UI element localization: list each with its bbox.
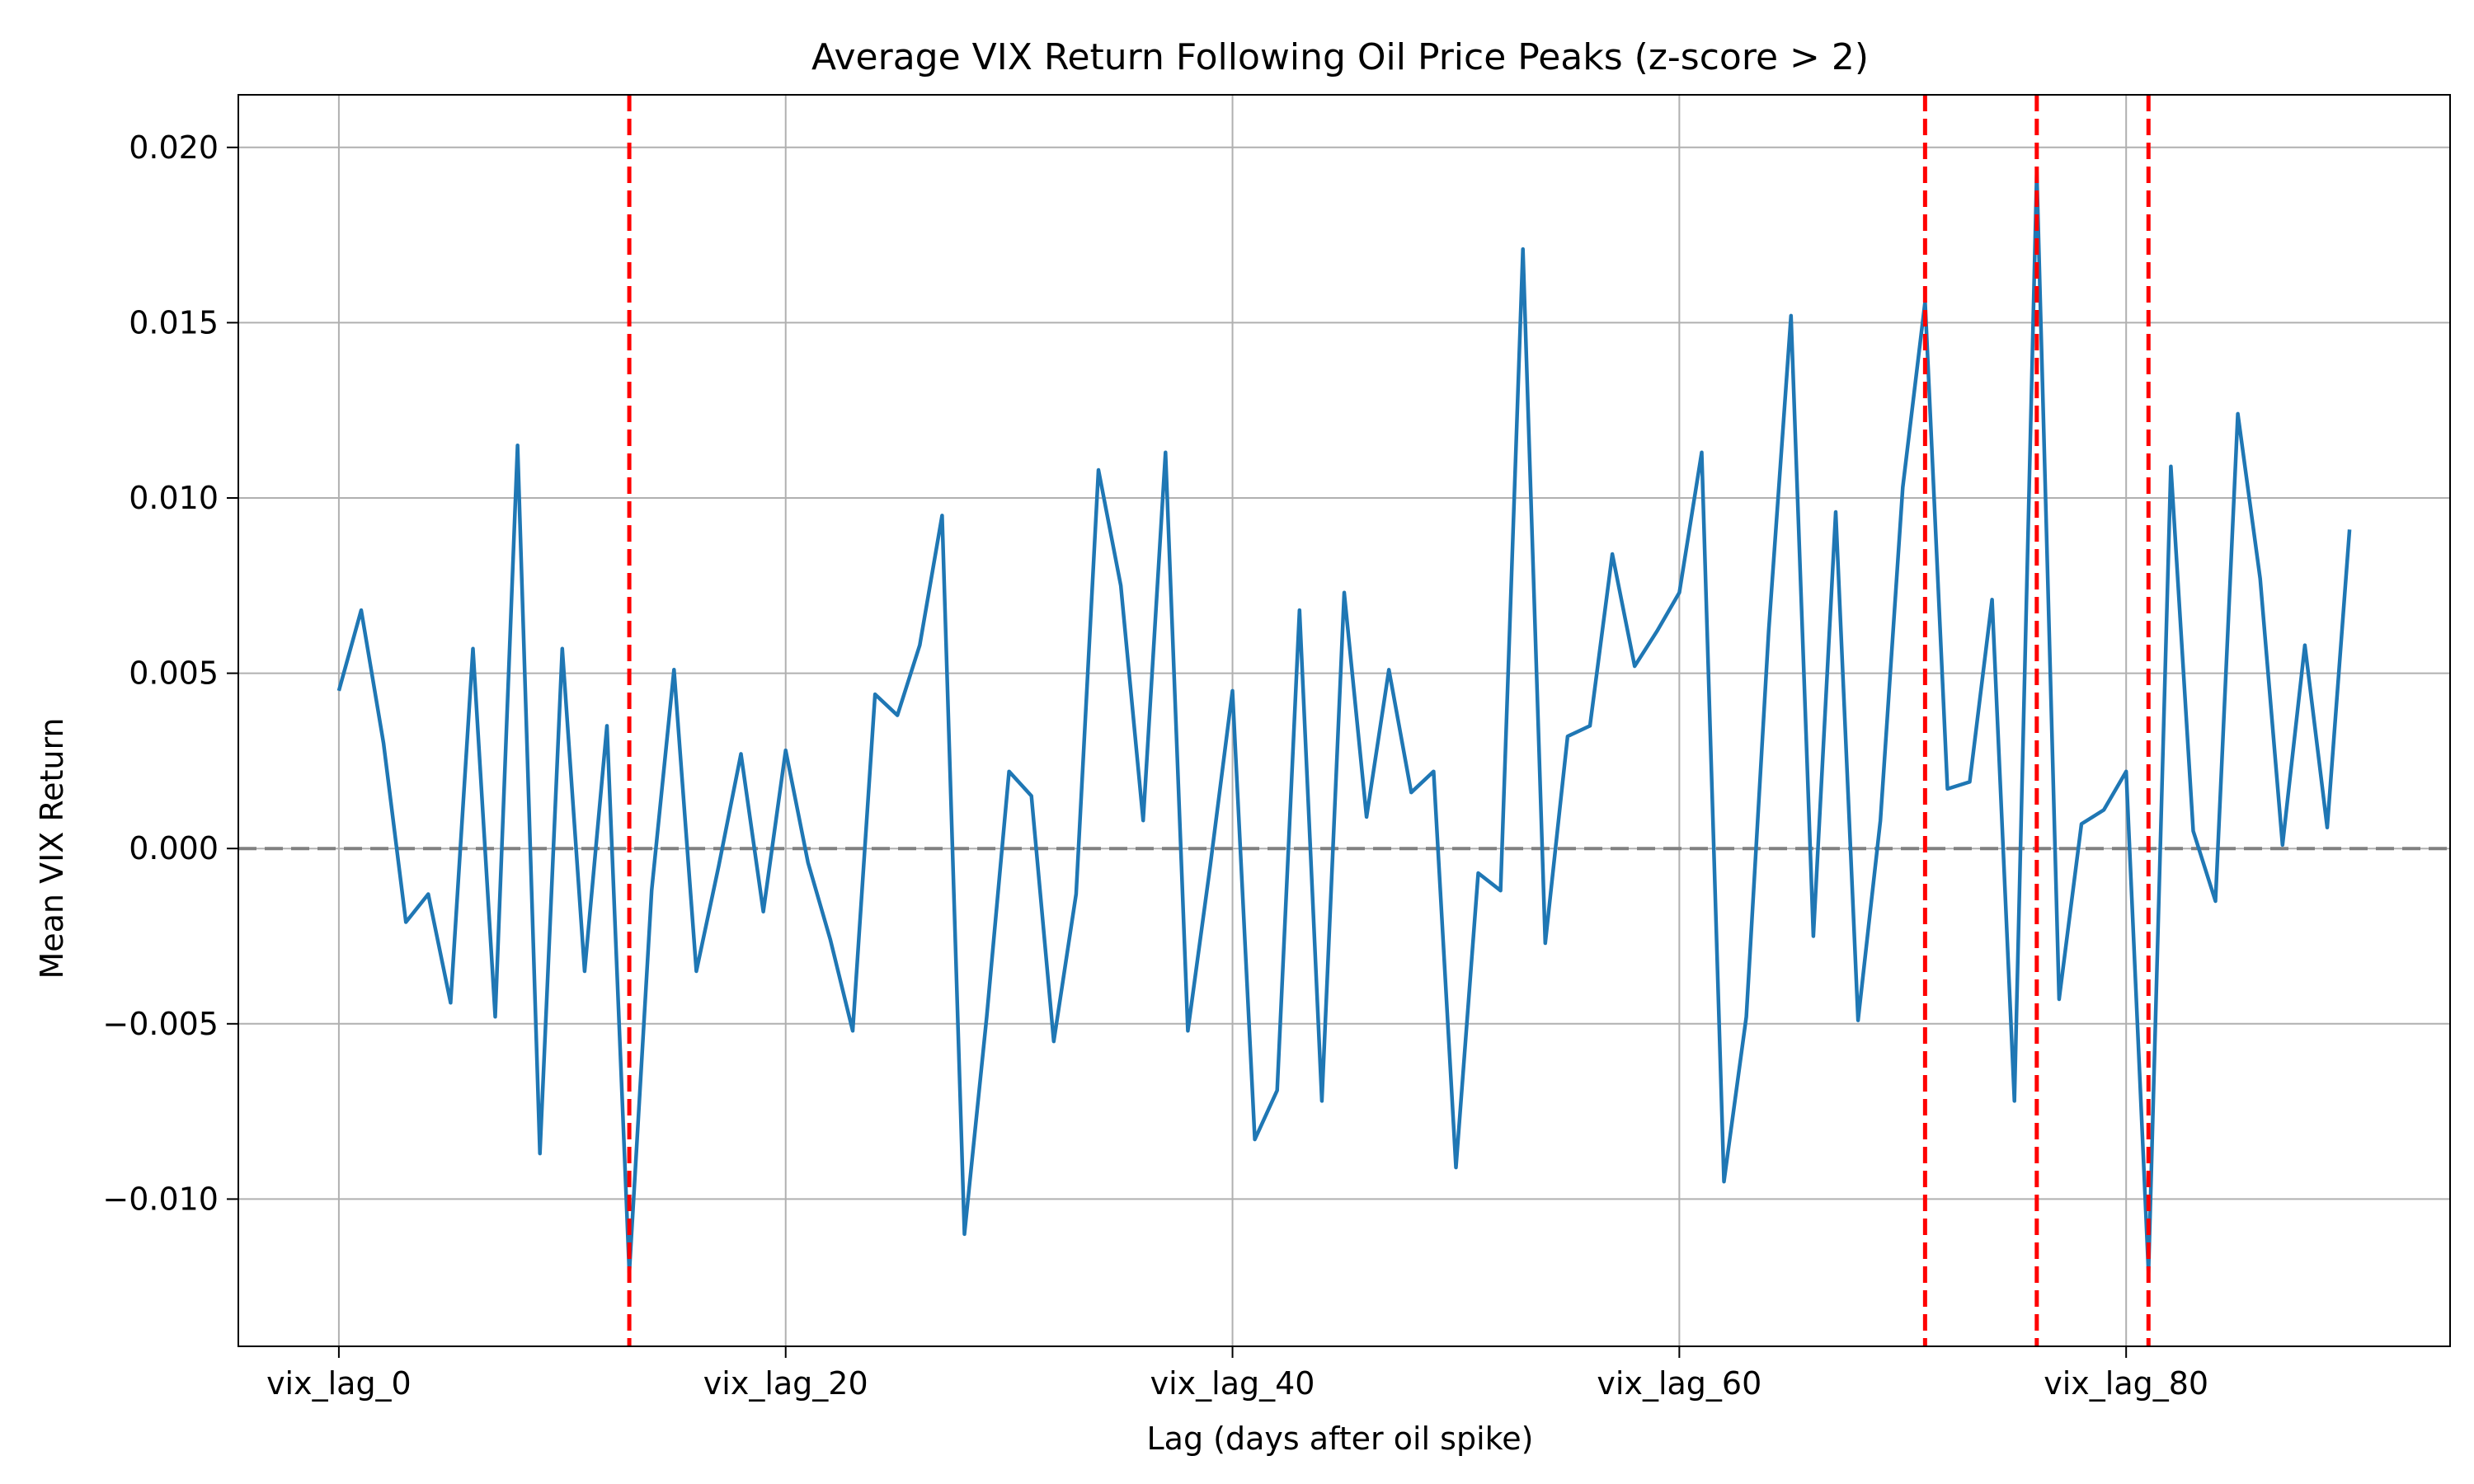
peak-marker-lines: [627, 95, 2151, 1346]
x-tick-label: vix_lag_20: [703, 1365, 868, 1402]
x-tick-label: vix_lag_80: [2044, 1365, 2208, 1402]
y-tick-label: 0.005: [129, 655, 219, 692]
grid-lines: [238, 95, 2450, 1346]
y-tick-label: −0.010: [102, 1181, 219, 1217]
x-tick-label: vix_lag_0: [266, 1365, 412, 1402]
x-tick-label: vix_lag_60: [1597, 1365, 1761, 1402]
y-tick-label: −0.005: [102, 1006, 219, 1042]
y-tick-label: 0.000: [129, 830, 219, 866]
x-tick-label: vix_lag_40: [1150, 1365, 1315, 1402]
y-tick-label: 0.015: [129, 304, 219, 340]
x-axis-label: Lag (days after oil spike): [1146, 1421, 1533, 1457]
y-tick-label: 0.020: [129, 129, 219, 166]
series-lines: [336, 170, 2352, 1275]
y-axis-ticks: −0.010 −0.005 0.000 0.005 0.010 0.015 0.020: [102, 129, 238, 1217]
plot-frame: [238, 94, 2451, 1347]
series-line-0: [336, 170, 2352, 1275]
x-axis-ticks: vix_lag_0 vix_lag_20 vix_lag_40 vix_lag_60 v…: [266, 1346, 2208, 1402]
chart-title: Average VIX Return Following Oil Price P…: [811, 36, 1869, 78]
y-axis-label: Mean VIX Return: [34, 717, 70, 979]
y-tick-label: 0.010: [129, 480, 219, 516]
